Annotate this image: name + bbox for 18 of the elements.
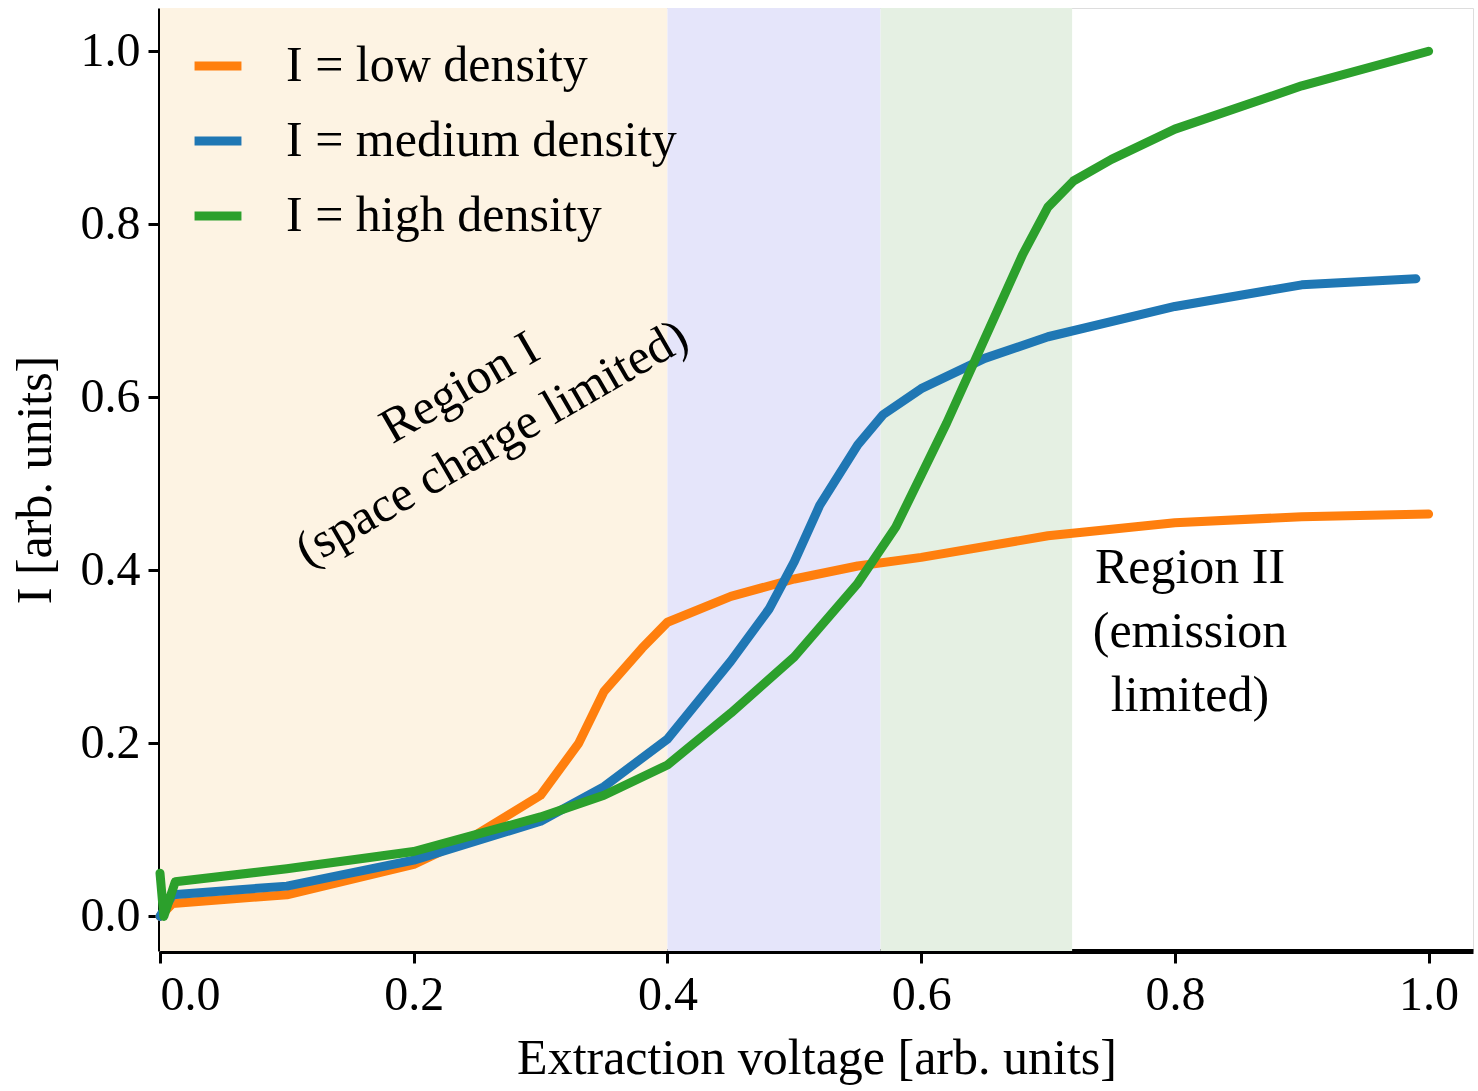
x-tick-label: 0.4 — [637, 966, 698, 1020]
x-tick-label: 0.2 — [384, 966, 445, 1020]
y-tick-label: 1.0 — [80, 22, 141, 76]
x-tick-label: 0.6 — [891, 966, 952, 1020]
x-axis-title: Extraction voltage [arb. units] — [517, 1028, 1117, 1085]
y-tick-label: 0.6 — [80, 368, 141, 422]
y-tick-label: 0.0 — [80, 887, 141, 941]
y-tick-label: 0.2 — [80, 714, 141, 768]
annotation: Region II (emission limited) — [1092, 538, 1288, 722]
legend-label: I = medium density — [286, 111, 677, 167]
x-tick-label: 0.0 — [160, 966, 221, 1020]
x-tick-label: 0.8 — [1145, 966, 1206, 1020]
x-tick-label: 1.0 — [1399, 966, 1460, 1020]
y-tick-label: 0.4 — [80, 541, 141, 595]
y-axis-title: I [arb. units] — [5, 355, 62, 605]
legend-label: I = low density — [286, 36, 588, 92]
y-tick-label: 0.8 — [80, 195, 141, 249]
legend-label: I = high density — [286, 186, 602, 242]
